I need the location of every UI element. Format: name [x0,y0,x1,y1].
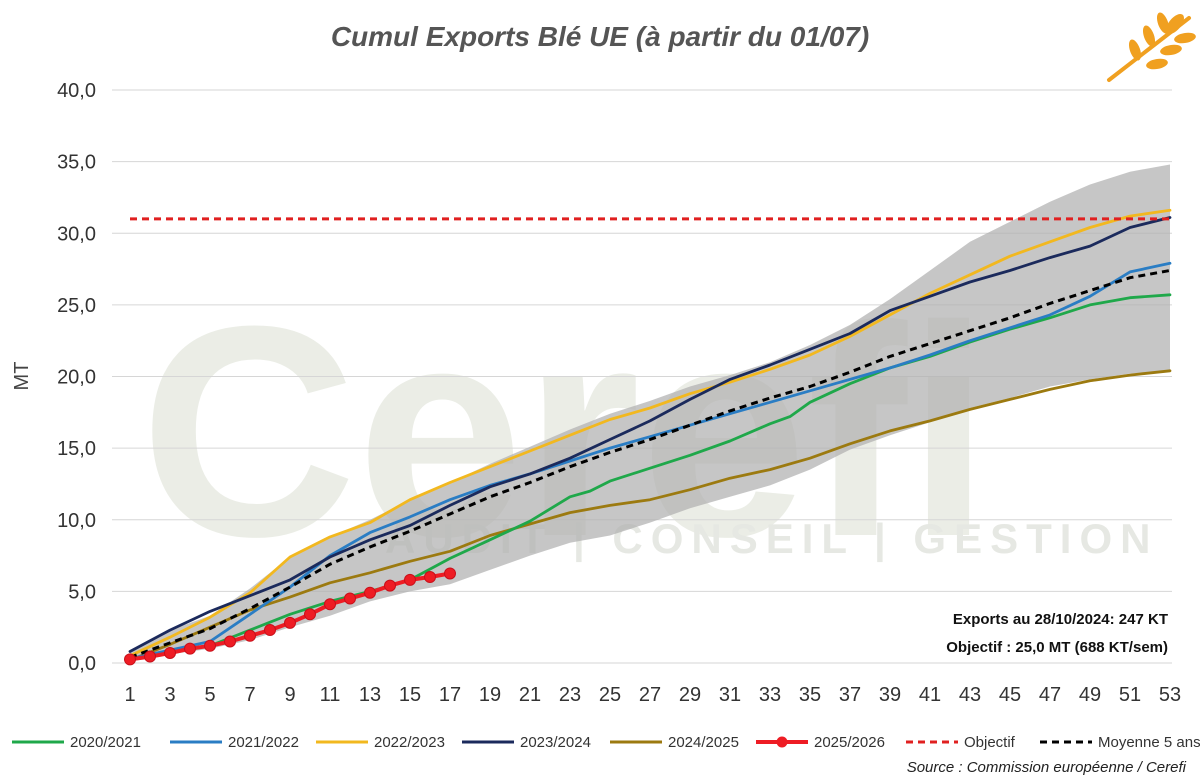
annotation-exports: Exports au 28/10/2024: 247 KT [953,611,1168,628]
series-point-2025-2026 [164,646,176,659]
legend-item: 2021/2022 [170,734,299,751]
legend-item: 2022/2023 [316,734,445,751]
x-tick-label: 37 [839,684,861,706]
x-tick-label: 35 [799,684,821,706]
y-tick-label: 25,0 [57,295,96,317]
series-line-2021-2022 [128,261,1172,661]
y-tick-label: 0,0 [68,653,96,675]
series-point-2025-2026 [224,635,236,648]
x-tick-label: 39 [879,684,901,706]
series-line-2023-2024 [128,216,1172,653]
x-tick-label: 19 [479,684,501,706]
x-tick-label: 13 [359,684,381,706]
legend-label: 2021/2022 [228,734,299,751]
legend-item: 2024/2025 [610,734,739,751]
y-axis-ticks: 0,0 5,0 10,0 15,0 20,0 25,0 30,0 35,0 40,0 [57,80,96,675]
series-point-2025-2026 [364,586,376,599]
y-tick-label: 5,0 [68,581,96,603]
series-point-2025-2026 [424,571,436,584]
series-line-2022-2023 [128,208,1172,658]
x-tick-label: 53 [1159,684,1181,706]
legend-label: 2020/2021 [70,734,141,751]
x-tick-label: 33 [759,684,781,706]
legend-label: 2022/2023 [374,734,445,751]
x-axis-ticks: 1 3 5 7 9 11 13 15 17 19 21 23 25 27 29 31 33 35 37 39 41 43 4… [124,684,1181,706]
legend: 2020/2021 2021/2022 2022/2023 2023/2024 2024… [12,734,1200,751]
x-tick-label: 21 [519,684,541,706]
legend-item: Objectif [906,734,1016,751]
series-point-2025-2026 [384,579,396,592]
x-tick-label: 47 [1039,684,1061,706]
legend-item: 2023/2024 [462,734,591,751]
x-tick-label: 5 [204,684,215,706]
x-tick-label: 27 [639,684,661,706]
legend-label: 2024/2025 [668,734,739,751]
x-tick-label: 17 [439,684,461,706]
x-tick-label: 41 [919,684,941,706]
range-band-layer [130,164,1170,661]
y-tick-label: 10,0 [57,510,96,532]
y-tick-label: 15,0 [57,438,96,460]
x-tick-label: 3 [164,684,175,706]
x-tick-label: 9 [284,684,295,706]
series-layer [124,208,1172,666]
series-point-2025-2026 [204,639,216,652]
legend-marker [776,736,788,748]
series-point-2025-2026 [264,624,276,637]
legend-label: 2025/2026 [814,734,885,751]
x-tick-label: 45 [999,684,1021,706]
y-tick-label: 40,0 [57,80,96,102]
x-tick-label: 15 [399,684,421,706]
x-tick-label: 1 [124,684,135,706]
legend-label: Moyenne 5 ans [1098,734,1200,751]
annotation-objectif: Objectif : 25,0 MT (688 KT/sem) [946,639,1168,656]
legend-label: Objectif [964,734,1016,751]
series-line-2024-2025 [128,369,1172,662]
x-tick-label: 25 [599,684,621,706]
y-axis-label: MT [11,362,33,391]
series-point-2025-2026 [244,629,256,642]
wheat-icon [1107,12,1196,82]
series-point-2025-2026 [184,642,196,655]
legend-item: 2025/2026 [756,734,885,751]
legend-item: Moyenne 5 ans [1040,734,1200,751]
legend-item: 2020/2021 [12,734,141,751]
series-point-2025-2026 [324,598,336,611]
series-point-2025-2026 [284,616,296,629]
x-tick-label: 23 [559,684,581,706]
series-line-moyenne-5-ans [129,269,1171,659]
series-point-2025-2026 [124,653,136,666]
y-tick-label: 20,0 [57,367,96,389]
x-tick-label: 49 [1079,684,1101,706]
series-point-2025-2026 [144,650,156,663]
series-point-2025-2026 [404,573,416,586]
x-tick-label: 51 [1119,684,1141,706]
x-tick-label: 29 [679,684,701,706]
chart-title: Cumul Exports Blé UE (à partir du 01/07) [331,21,869,52]
series-point-2025-2026 [304,608,316,621]
legend-label: 2023/2024 [520,734,591,751]
range-band [130,164,1170,661]
x-tick-label: 43 [959,684,981,706]
y-tick-label: 30,0 [57,223,96,245]
series-point-2025-2026 [444,567,456,580]
x-tick-label: 11 [320,684,341,706]
x-tick-label: 31 [719,684,741,706]
series-point-2025-2026 [344,592,356,605]
x-tick-label: 7 [244,684,255,706]
source-note: Source : Commission européenne / Cerefi [907,759,1187,776]
y-tick-label: 35,0 [57,152,96,174]
